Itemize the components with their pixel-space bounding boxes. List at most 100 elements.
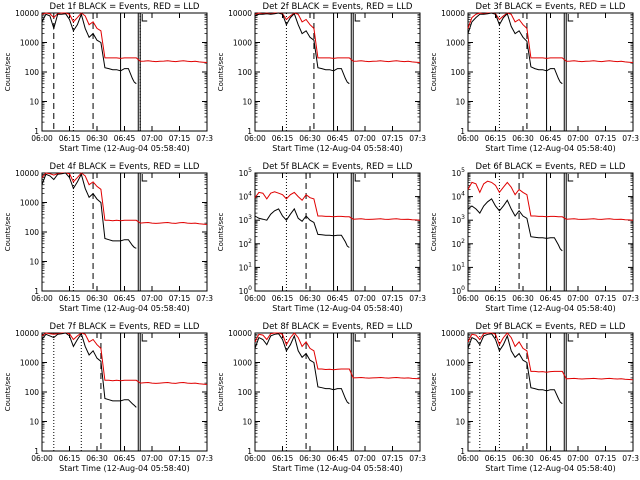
series-line-events [467, 333, 563, 405]
series-line-events [254, 333, 350, 405]
y-tick-label-exponent: 2 [461, 238, 465, 245]
y-tick-label: 101 [239, 261, 253, 272]
gap-bracket [141, 174, 148, 182]
series-line-lld [467, 180, 634, 221]
x-tick-label: 07:00 [354, 294, 376, 303]
chart-title: Det 2f BLACK = Events, RED = LLD [263, 2, 413, 12]
x-tick-label: 06:15 [485, 294, 507, 303]
y-axis-label: Counts/sec [217, 373, 225, 412]
x-tick-label: 06:30 [299, 134, 321, 143]
y-tick-label-exponent: 0 [461, 285, 465, 292]
x-tick-label: 06:30 [512, 134, 534, 143]
chart-title: Det 6f BLACK = Events, RED = LLD [476, 162, 626, 172]
x-tick-label: 06:45 [540, 294, 562, 303]
x-axis-label: Start Time (12-Aug-04 05:58:40) [59, 464, 190, 473]
y-tick-label: 1 [247, 127, 252, 136]
y-tick-label-base: 10 [239, 169, 249, 178]
y-tick-label: 100 [25, 388, 40, 397]
y-tick-label: 1 [460, 447, 465, 456]
chart-title: Det 1f BLACK = Events, RED = LLD [50, 2, 200, 12]
x-tick-label: 07:00 [141, 294, 163, 303]
x-tick-label: 06:45 [327, 294, 349, 303]
y-tick-label-base: 10 [452, 240, 462, 249]
x-axis-label: Start Time (12-Aug-04 05:58:40) [272, 464, 403, 473]
chart-title: Det 8f BLACK = Events, RED = LLD [263, 322, 413, 332]
x-tick-label: 06:00 [31, 294, 53, 303]
x-tick-label: 06:30 [86, 454, 108, 463]
chart-title: Det 3f BLACK = Events, RED = LLD [476, 2, 626, 12]
y-tick-label: 10 [29, 258, 39, 267]
x-tick-label: 06:00 [244, 294, 266, 303]
plot-frame [41, 332, 208, 452]
x-axis-label: Start Time (12-Aug-04 05:58:40) [59, 304, 190, 313]
y-tick-label: 100 [25, 68, 40, 77]
x-tick-label: 06:45 [327, 454, 349, 463]
y-tick-label-base: 10 [452, 169, 462, 178]
gap-bracket [567, 14, 574, 22]
y-tick-label-base: 10 [452, 287, 462, 296]
x-axis-label: Start Time (12-Aug-04 05:58:40) [59, 144, 190, 153]
detector-chart-5: Det 5f BLACK = Events, RED = LLD10010110… [217, 162, 426, 313]
series-line-lld [254, 191, 421, 221]
y-tick-label: 105 [239, 167, 253, 178]
y-tick-label-base: 10 [452, 263, 462, 272]
series-line-lld [254, 12, 421, 63]
chart-title: Det 9f BLACK = Events, RED = LLD [476, 322, 626, 332]
y-tick-label-base: 10 [239, 216, 249, 225]
y-axis-label: Counts/sec [217, 53, 225, 92]
y-tick-label: 100 [239, 285, 253, 296]
y-tick-label: 10000 [15, 169, 39, 178]
x-tick-label: 07:30 [196, 294, 213, 303]
x-tick-label: 06:30 [86, 294, 108, 303]
y-tick-label: 1000 [20, 39, 39, 48]
x-tick-label: 06:15 [485, 134, 507, 143]
series-line-events [41, 332, 137, 408]
y-tick-label: 1 [247, 447, 252, 456]
x-tick-label: 07:15 [382, 294, 404, 303]
x-tick-label: 07:00 [141, 134, 163, 143]
y-tick-label: 102 [452, 238, 466, 249]
x-tick-label: 07:30 [196, 454, 213, 463]
y-tick-label: 10000 [441, 9, 465, 18]
y-tick-label: 1000 [446, 39, 465, 48]
x-tick-label: 06:15 [272, 294, 294, 303]
series-line-lld [41, 172, 208, 225]
y-tick-label-exponent: 1 [461, 261, 465, 268]
y-tick-label: 100 [238, 68, 253, 77]
x-tick-label: 06:15 [485, 454, 507, 463]
plot-frame [41, 12, 208, 132]
y-tick-label-exponent: 4 [248, 191, 252, 198]
x-tick-label: 07:00 [567, 134, 589, 143]
y-tick-label-exponent: 4 [461, 191, 465, 198]
y-tick-label: 1000 [446, 359, 465, 368]
y-tick-label-exponent: 3 [248, 214, 252, 221]
series-line-events [467, 198, 563, 252]
y-tick-label: 104 [239, 191, 253, 202]
y-tick-label: 10000 [15, 329, 39, 338]
y-tick-label: 101 [452, 261, 466, 272]
y-tick-label: 102 [239, 238, 253, 249]
y-axis-label: Counts/sec [4, 53, 12, 92]
y-tick-label: 10000 [228, 9, 252, 18]
y-tick-label: 104 [452, 191, 466, 202]
x-axis-label: Start Time (12-Aug-04 05:58:40) [485, 304, 616, 313]
y-tick-label-base: 10 [239, 193, 249, 202]
y-tick-label-exponent: 1 [248, 261, 252, 268]
x-tick-label: 07:15 [169, 134, 191, 143]
y-axis-label: Counts/sec [430, 53, 438, 92]
x-tick-label: 07:30 [622, 454, 639, 463]
y-tick-label: 1 [34, 287, 39, 296]
x-tick-label: 06:45 [114, 134, 136, 143]
y-tick-label-exponent: 5 [248, 167, 252, 174]
x-tick-label: 06:45 [114, 294, 136, 303]
y-tick-label: 105 [452, 167, 466, 178]
plot-frame [41, 172, 208, 292]
x-tick-label: 07:00 [354, 454, 376, 463]
x-tick-label: 06:00 [457, 454, 479, 463]
x-tick-label: 06:30 [512, 294, 534, 303]
x-tick-label: 06:00 [31, 454, 53, 463]
x-axis-label: Start Time (12-Aug-04 05:58:40) [485, 144, 616, 153]
y-tick-label: 1 [460, 127, 465, 136]
plot-frame [254, 12, 421, 132]
